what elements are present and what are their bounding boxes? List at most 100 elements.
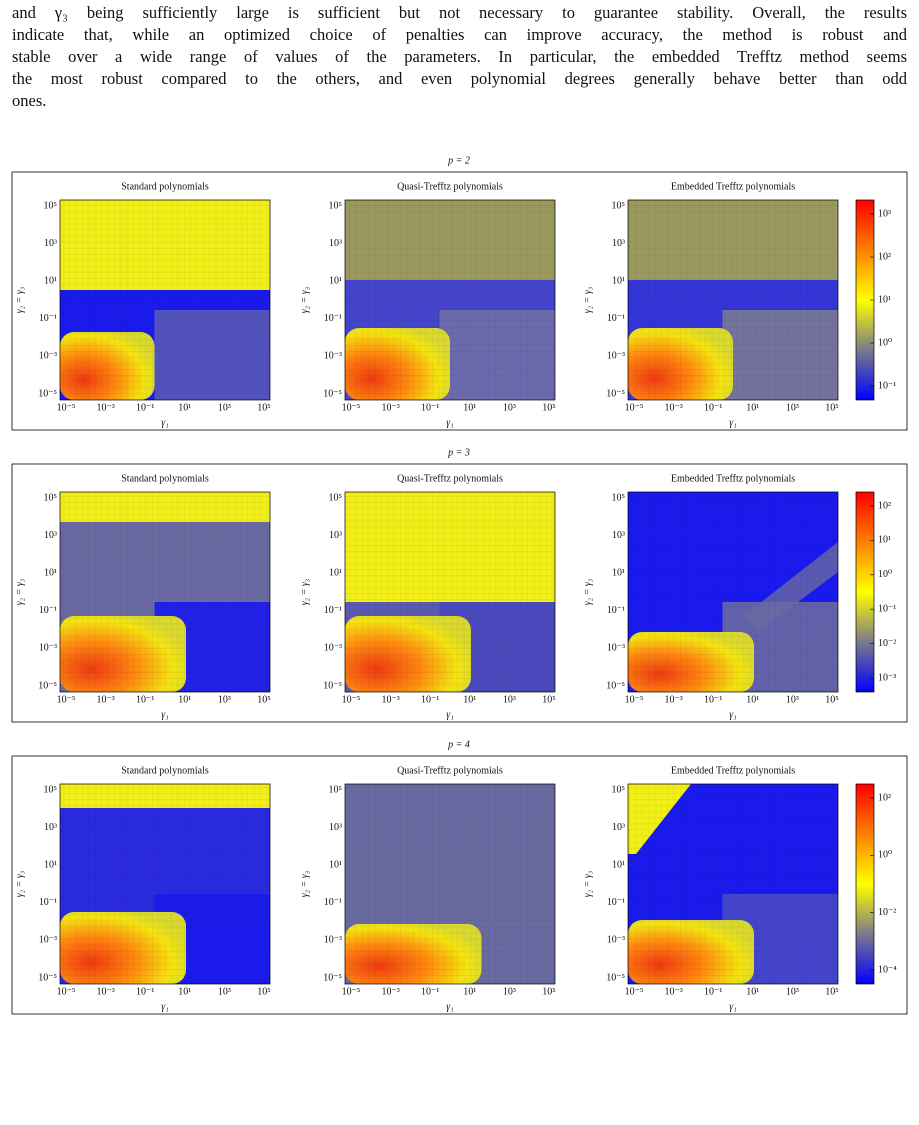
y-tick-label: 10⁻¹ <box>39 897 57 908</box>
x-tick-label: 10⁻⁵ <box>342 402 361 413</box>
x-tick-label: 10⁻³ <box>381 986 399 997</box>
y-tick-label: 10⁵ <box>612 200 626 211</box>
y-tick-label: 10⁻³ <box>324 351 342 362</box>
y-tick-label: 10⁻³ <box>607 643 625 654</box>
x-tick-label: 10⁻⁵ <box>57 694 76 705</box>
y-tick-label: 10⁻¹ <box>39 605 57 616</box>
x-tick-label: 10⁵ <box>825 986 839 997</box>
heatmap-cells <box>628 784 838 984</box>
y-tick-label: 10³ <box>612 530 625 541</box>
x-tick-label: 10¹ <box>178 986 191 997</box>
colorbar-tick-label: 10⁻¹ <box>878 603 896 614</box>
y-axis-label: γ₂ = γ₃ <box>299 286 310 313</box>
x-tick-label: 10⁻³ <box>96 694 114 705</box>
x-tick-label: 10⁻⁵ <box>57 986 76 997</box>
colorbar-tick-label: 10⁻³ <box>878 672 896 683</box>
colorbar-tick-label: 10⁰ <box>878 850 892 861</box>
y-axis-label: γ₂ = γ₃ <box>582 578 593 605</box>
x-tick-label: 10¹ <box>746 986 759 997</box>
y-tick-label: 10⁻⁵ <box>38 680 57 691</box>
x-tick-label: 10⁻⁵ <box>57 402 76 413</box>
panel-title: Quasi-Trefftz polynomials <box>397 473 503 484</box>
y-tick-label: 10¹ <box>44 859 57 870</box>
colorbar-tick-label: 10² <box>878 500 891 511</box>
x-axis-label: γ₁ <box>446 417 453 428</box>
y-tick-label: 10⁵ <box>44 784 58 795</box>
heatmap-frame <box>59 783 271 985</box>
y-tick-label: 10⁻⁵ <box>606 972 625 983</box>
y-tick-label: 10³ <box>612 822 625 833</box>
x-tick-label: 10¹ <box>178 402 191 413</box>
y-tick-label: 10⁻⁵ <box>323 680 342 691</box>
y-tick-label: 10⁻¹ <box>324 897 342 908</box>
x-tick-label: 10⁻⁵ <box>342 694 361 705</box>
x-tick-label: 10⁵ <box>542 694 556 705</box>
x-tick-label: 10¹ <box>463 402 476 413</box>
y-tick-label: 10⁻⁵ <box>38 388 57 399</box>
heatmap-cells <box>628 200 838 400</box>
x-tick-label: 10⁻⁵ <box>625 986 644 997</box>
y-tick-label: 10¹ <box>612 567 625 578</box>
y-tick-label: 10⁻³ <box>39 643 57 654</box>
x-axis-label: γ₁ <box>729 417 736 428</box>
panel-title: Embedded Trefftz polynomials <box>671 181 795 192</box>
text-line: stable over a wide range of values of th… <box>12 47 907 66</box>
heatmap-cells <box>60 200 270 400</box>
x-tick-label: 10⁻⁵ <box>625 694 644 705</box>
colorbar-tick-label: 10² <box>878 251 891 262</box>
colorbar-tick-label: 10⁻² <box>878 907 896 918</box>
y-axis-label: γ₂ = γ₃ <box>299 870 310 897</box>
x-tick-label: 10³ <box>786 402 799 413</box>
y-tick-label: 10⁻³ <box>324 643 342 654</box>
y-tick-label: 10⁻³ <box>39 935 57 946</box>
x-tick-label: 10⁵ <box>257 402 271 413</box>
colorbar <box>855 783 875 985</box>
x-tick-label: 10⁵ <box>542 402 556 413</box>
x-tick-label: 10⁻³ <box>96 402 114 413</box>
x-tick-label: 10³ <box>218 694 231 705</box>
x-tick-label: 10³ <box>503 986 516 997</box>
heatmap-frame <box>59 491 271 693</box>
x-tick-label: 10⁻¹ <box>136 986 154 997</box>
y-tick-label: 10¹ <box>329 567 342 578</box>
y-axis-label: γ₂ = γ₃ <box>299 578 310 605</box>
y-tick-label: 10⁻³ <box>39 351 57 362</box>
figure-label: p = 3 <box>447 447 470 458</box>
y-tick-label: 10⁻⁵ <box>606 388 625 399</box>
heatmap-frame <box>344 491 556 693</box>
y-tick-label: 10⁻⁵ <box>38 972 57 983</box>
x-tick-label: 10⁻³ <box>664 402 682 413</box>
y-tick-label: 10⁻³ <box>607 351 625 362</box>
y-tick-label: 10¹ <box>44 275 57 286</box>
panel-title: Quasi-Trefftz polynomials <box>397 765 503 776</box>
y-tick-label: 10⁻⁵ <box>606 680 625 691</box>
y-tick-label: 10¹ <box>612 859 625 870</box>
y-tick-label: 10⁵ <box>44 492 58 503</box>
x-tick-label: 10³ <box>218 402 231 413</box>
y-tick-label: 10⁻⁵ <box>323 388 342 399</box>
heatmap-cells <box>60 492 270 692</box>
x-tick-label: 10¹ <box>746 402 759 413</box>
y-tick-label: 10³ <box>329 238 342 249</box>
text-line: indicate that, while an optimized choice… <box>12 25 907 44</box>
panel-title: Standard polynomials <box>121 473 209 484</box>
x-tick-label: 10¹ <box>463 986 476 997</box>
x-tick-label: 10⁵ <box>257 986 271 997</box>
heatmap-cells <box>345 200 555 400</box>
colorbar <box>855 491 875 693</box>
text-line: and γ₃ being sufficiently large is suffi… <box>12 3 907 22</box>
x-tick-label: 10³ <box>218 986 231 997</box>
x-tick-label: 10⁻⁵ <box>342 986 361 997</box>
y-tick-label: 10⁵ <box>612 784 626 795</box>
heatmap-cells <box>345 784 555 984</box>
y-tick-label: 10⁻¹ <box>39 313 57 324</box>
figure-frame <box>11 755 908 1015</box>
x-tick-label: 10⁻¹ <box>704 402 722 413</box>
y-tick-label: 10⁻³ <box>324 935 342 946</box>
x-tick-label: 10⁻¹ <box>421 402 439 413</box>
x-axis-label: γ₁ <box>729 1001 736 1012</box>
y-tick-label: 10³ <box>44 530 57 541</box>
panel-title: Embedded Trefftz polynomials <box>671 473 795 484</box>
y-tick-label: 10⁻¹ <box>607 313 625 324</box>
panel-title: Quasi-Trefftz polynomials <box>397 181 503 192</box>
